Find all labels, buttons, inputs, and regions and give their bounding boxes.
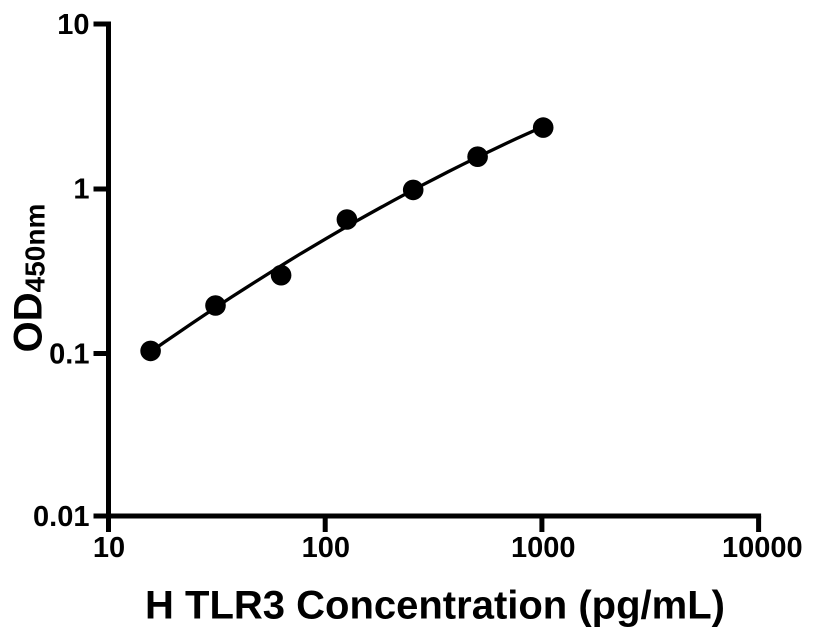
svg-text:100: 100 [302, 532, 350, 564]
svg-text:0.1: 0.1 [49, 339, 89, 371]
svg-text:1: 1 [73, 174, 89, 206]
svg-text:10: 10 [93, 532, 125, 564]
svg-text:0.01: 0.01 [33, 501, 89, 533]
svg-text:10000: 10000 [722, 532, 803, 564]
svg-text:OD450nm: OD450nm [7, 204, 51, 353]
svg-text:1000: 1000 [511, 532, 576, 564]
svg-text:H TLR3 Concentration (pg/mL): H TLR3 Concentration (pg/mL) [145, 584, 725, 628]
svg-text:10: 10 [57, 9, 89, 41]
